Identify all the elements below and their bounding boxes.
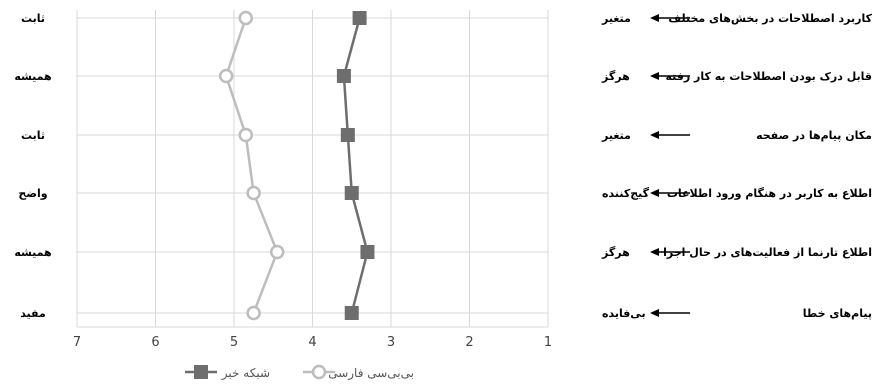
- legend-label-news: شبکه خبر: [221, 366, 270, 381]
- grid-lines: [76, 10, 549, 328]
- circle-marker: [238, 127, 254, 143]
- right-anchor-label: بی‌فایده: [602, 307, 646, 320]
- right-anchor-label: هرگز: [601, 70, 630, 83]
- left-anchor-label: ثابت: [21, 129, 45, 142]
- circle-marker: [218, 68, 234, 84]
- x-tick-label: 3: [387, 335, 395, 350]
- series-line: [342, 17, 369, 314]
- arrow-head-icon: [650, 309, 659, 317]
- circle-marker: [269, 244, 285, 260]
- square-marker: [344, 186, 359, 200]
- square-marker: [352, 11, 367, 25]
- legend-label-bbc: بی‌بی‌سی فارسی: [328, 366, 414, 381]
- left-anchor-label: همیشه: [14, 70, 51, 83]
- circle-marker: [246, 305, 261, 321]
- left-anchor-label: همیشه: [14, 246, 51, 259]
- row-labels-right: متغیر کاربرد اصطلاحات در بخش‌های مختلف هرگ…: [601, 12, 873, 320]
- arrow-head-icon: [650, 131, 659, 139]
- arrow-head-icon: [650, 189, 659, 197]
- legend-square-marker: [194, 365, 208, 379]
- row-labels-left: ثابت همیشه ثابت واضح همیشه مفید: [14, 12, 51, 320]
- arrow-head-icon: [650, 72, 659, 80]
- series-lines: [224, 17, 369, 314]
- left-anchor-label: مفید: [20, 307, 46, 320]
- left-anchor-label: ثابت: [21, 12, 45, 25]
- x-tick-label: 5: [230, 335, 238, 350]
- circle-marker: [238, 10, 254, 26]
- arrow-head-icon: [650, 14, 659, 22]
- square-marker: [344, 306, 359, 320]
- circle-marker: [246, 185, 261, 201]
- x-tick-labels: 7 6 5 4 3 2 1: [73, 335, 552, 350]
- feature-label: اطلاع به کاربر در هنگام ورود اطلاعات: [667, 187, 872, 200]
- series-line: [224, 17, 279, 314]
- x-tick-label: 1: [544, 335, 552, 350]
- series-markers: [218, 10, 375, 321]
- legend-circle-marker: [311, 364, 327, 380]
- square-marker: [340, 128, 355, 142]
- legend: شبکه خبر بی‌بی‌سی فارسی: [185, 364, 414, 381]
- right-anchor-label: گیج‌کننده: [602, 187, 650, 200]
- right-anchor-label: متغیر: [601, 129, 631, 142]
- right-anchor-label: هرگز: [601, 246, 630, 259]
- x-tick-label: 4: [308, 335, 316, 350]
- arrow-head-icon: [650, 248, 659, 256]
- feature-label: کاربرد اصطلاحات در بخش‌های مختلف: [668, 12, 872, 25]
- feature-label: اطلاع تارنما از فعالیت‌های در حال اجرا: [663, 246, 872, 259]
- x-tick-label: 2: [465, 335, 473, 350]
- feature-label: قابل درک بودن اصطلاحات به کار رفته: [666, 70, 873, 83]
- x-tick-label: 7: [73, 335, 81, 350]
- feature-label: مکان پیام‌ها در صفحه: [756, 129, 872, 142]
- square-marker: [336, 69, 351, 83]
- x-tick-label: 6: [151, 335, 159, 350]
- left-anchor-label: واضح: [18, 187, 47, 200]
- feature-label: پیام‌های خطا: [803, 307, 872, 320]
- square-marker: [360, 245, 375, 259]
- right-anchor-label: متغیر: [601, 12, 631, 25]
